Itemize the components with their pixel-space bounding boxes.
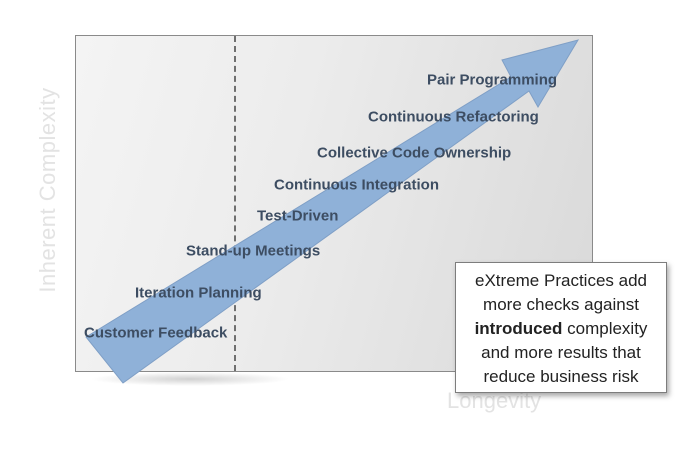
- callout-line-1: eXtreme Practices add: [475, 271, 647, 290]
- dashed-divider: [234, 36, 236, 371]
- practice-pair-programming: Pair Programming: [427, 71, 558, 89]
- practice-continuous-refactoring: Continuous Refactoring: [368, 108, 539, 126]
- callout-line-4: and more results that: [481, 343, 641, 362]
- practice-collective-code-ownership: Collective Code Ownership: [317, 144, 512, 162]
- practice-test-driven: Test-Driven: [257, 207, 339, 225]
- practice-continuous-integration: Continuous Integration: [274, 176, 439, 194]
- callout-line-2: more checks against: [483, 295, 639, 314]
- practice-stand-up-meetings: Stand-up Meetings: [186, 242, 321, 260]
- y-axis-label: Inherent Complexity: [35, 87, 60, 293]
- callout-line-3: introduced complexity: [464, 317, 658, 341]
- panel-shadow: [90, 372, 290, 386]
- arrow-shape: [85, 39, 580, 384]
- practice-customer-feedback: Customer Feedback: [84, 324, 228, 342]
- callout-line-5: reduce business risk: [483, 367, 639, 386]
- callout-box: eXtreme Practices add more checks agains…: [455, 262, 667, 393]
- callout-emphasis: introduced: [474, 319, 563, 338]
- callout-line-3-rest: complexity: [562, 319, 648, 338]
- practice-iteration-planning: Iteration Planning: [135, 284, 262, 302]
